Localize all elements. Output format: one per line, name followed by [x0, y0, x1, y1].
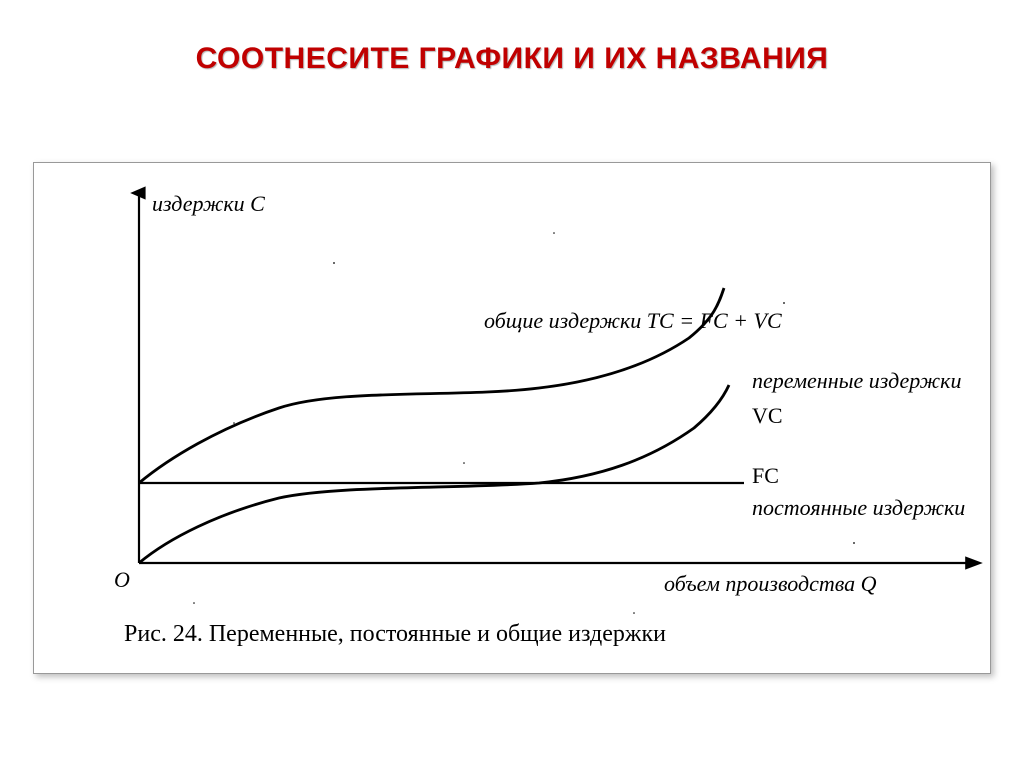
- y-axis-label: издержки С: [152, 191, 265, 216]
- fc-label-code: FC: [752, 463, 779, 488]
- fc-label-main: постоянные издержки: [752, 495, 965, 520]
- chart-caption: Рис. 24. Переменные, постоянные и общие …: [124, 621, 666, 647]
- origin-label: O: [114, 567, 130, 592]
- x-axis-label: объем производства Q: [664, 571, 877, 596]
- vc-curve: [139, 385, 729, 563]
- cost-chart: издержки С объем производства Q O общие …: [34, 163, 990, 673]
- tc-label: общие издержки TC = FC + VC: [484, 308, 782, 333]
- cost-chart-frame: издержки С объем производства Q O общие …: [33, 162, 991, 674]
- page-title: СООТНЕСИТЕ ГРАФИКИ И ИХ НАЗВАНИЯ: [0, 0, 1024, 76]
- vc-label-main: переменные издержки: [752, 368, 961, 393]
- vc-label-code: VC: [752, 403, 783, 428]
